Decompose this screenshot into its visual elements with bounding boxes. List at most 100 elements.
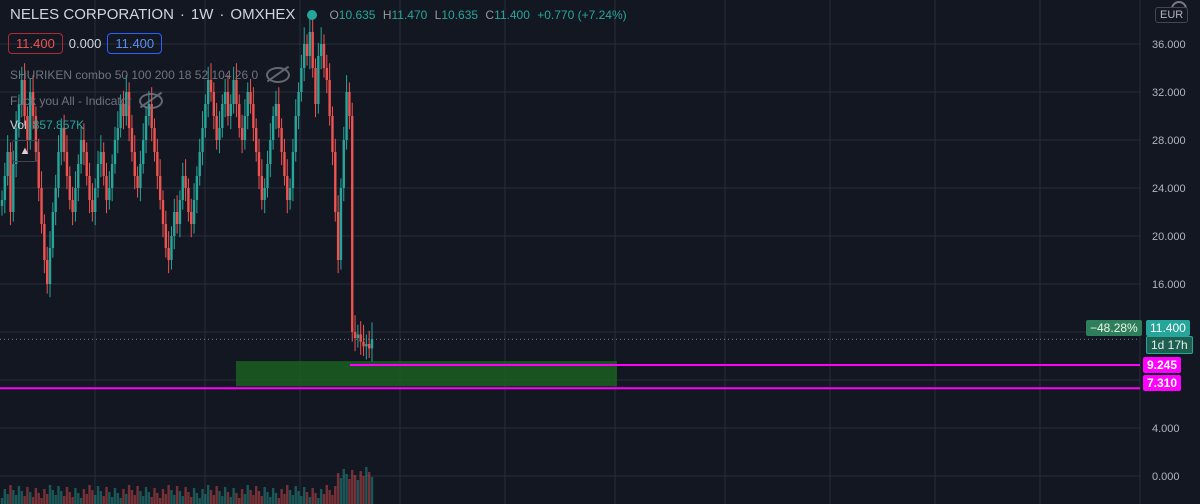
- volume-bar: [215, 486, 218, 504]
- volume-bar: [319, 489, 323, 504]
- volume-bar: [139, 491, 142, 504]
- volume-bar: [68, 492, 71, 504]
- y-tick-label: 28.000: [1152, 135, 1186, 147]
- volume-bar: [65, 487, 69, 504]
- candle-body: [212, 92, 216, 116]
- volume-bar: [353, 475, 357, 504]
- volume-bar: [43, 489, 46, 504]
- candle-body: [362, 341, 365, 347]
- candle-body: [6, 152, 9, 176]
- eye-hidden-icon[interactable]: [139, 93, 164, 109]
- candle-body: [223, 92, 227, 104]
- volume-bar: [150, 497, 153, 504]
- volume-bar: [127, 485, 131, 504]
- y-tick-label: 4.000: [1152, 423, 1180, 435]
- candle-body: [303, 44, 306, 68]
- candle-body: [370, 339, 374, 349]
- candle-body: [359, 334, 362, 342]
- volume-bar: [105, 487, 108, 504]
- candle-body: [142, 140, 145, 164]
- volume-bar: [254, 486, 258, 504]
- volume-bar: [328, 490, 331, 504]
- candle-body: [294, 116, 297, 152]
- candle-body: [110, 164, 114, 188]
- trade-row: 11.400 0.000 11.400: [8, 33, 163, 54]
- candle-body: [34, 116, 38, 152]
- currency-label[interactable]: EUR: [1155, 7, 1189, 23]
- current-price-tag: 11.400: [1146, 320, 1190, 336]
- candle-body: [91, 200, 94, 212]
- collapse-legend-button[interactable]: ▲: [12, 140, 38, 162]
- volume-bar: [40, 498, 43, 504]
- volume-bar: [119, 498, 122, 504]
- volume-bar: [365, 467, 368, 504]
- candle-body: [209, 80, 213, 92]
- indicator-shuriken-label: SHURIKEN combo 50 100 200 18 52 104 26 0: [10, 68, 259, 82]
- volume-bar: [37, 493, 40, 504]
- candle-body: [57, 152, 60, 188]
- volume-bar: [113, 488, 117, 504]
- volume-bar: [305, 492, 309, 504]
- y-tick-label: 32.000: [1152, 87, 1186, 99]
- volume-value: 857.857K: [32, 118, 85, 132]
- volume-legend[interactable]: Vol 857.857K: [10, 118, 84, 132]
- candle-body: [88, 176, 91, 200]
- interval-label[interactable]: 1W: [190, 6, 214, 23]
- symbol-name[interactable]: NELES CORPORATION: [10, 6, 174, 23]
- indicator-fuck-you-all-label: Fuck you All - Indicator: [10, 94, 132, 108]
- candle-body: [252, 104, 255, 128]
- volume-bar: [167, 485, 170, 504]
- volume-bar: [209, 490, 213, 504]
- candle-body: [178, 200, 182, 224]
- eye-hidden-icon[interactable]: [266, 67, 291, 83]
- volume-bar: [297, 491, 300, 504]
- indicator-fuck-you-all[interactable]: Fuck you All - Indicator: [10, 93, 164, 109]
- candle-body: [367, 344, 371, 349]
- volume-bar: [31, 497, 35, 504]
- volume-bar: [94, 495, 97, 504]
- candle-body: [328, 80, 331, 116]
- symbol-header[interactable]: NELES CORPORATION · 1W · OMXHEX O10.635 …: [10, 6, 627, 23]
- candle-body: [65, 152, 69, 176]
- candle-body: [133, 152, 136, 176]
- candle-body: [3, 176, 7, 200]
- sell-button[interactable]: 11.400: [8, 33, 63, 54]
- candle-body: [12, 164, 15, 212]
- volume-bar: [246, 485, 249, 504]
- y-tick-label: 24.000: [1152, 183, 1186, 195]
- candle-body: [235, 80, 238, 104]
- candle-body: [105, 176, 108, 200]
- candle-body: [280, 128, 283, 152]
- volume-bar: [82, 489, 86, 504]
- volume-bar: [62, 496, 66, 504]
- candle-body: [68, 176, 71, 200]
- upper-line-price-tag: 9.245: [1143, 357, 1182, 373]
- volume-bar: [223, 487, 227, 504]
- candle-body: [288, 188, 292, 200]
- indicator-shuriken[interactable]: SHURIKEN combo 50 100 200 18 52 104 26 0: [10, 67, 291, 83]
- volume-bar: [17, 486, 21, 504]
- volume-bar: [48, 485, 52, 504]
- volume-bar: [308, 497, 312, 504]
- volume-bar: [34, 488, 38, 504]
- candle-body: [336, 212, 340, 260]
- candle-body: [300, 68, 303, 92]
- candle-body: [60, 128, 63, 152]
- volume-bar: [238, 498, 241, 504]
- buy-button[interactable]: 11.400: [107, 33, 163, 54]
- candle-body: [153, 128, 156, 152]
- volume-bar: [170, 490, 173, 504]
- volume-bar: [206, 485, 210, 504]
- candle-body: [79, 140, 83, 164]
- candle-body: [108, 188, 111, 200]
- volume-bar: [266, 492, 269, 504]
- candle-body: [351, 116, 354, 332]
- volume-bar: [136, 486, 139, 504]
- volume-bar: [6, 494, 9, 504]
- candle-body: [23, 80, 26, 116]
- volume-bar: [342, 469, 345, 504]
- candle-body: [345, 92, 348, 140]
- y-tick-label: 40.000: [1152, 0, 1186, 3]
- volume-bar: [339, 478, 343, 504]
